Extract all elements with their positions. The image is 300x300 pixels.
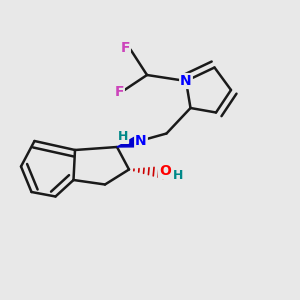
Text: O: O bbox=[159, 164, 171, 178]
Text: F: F bbox=[120, 41, 130, 55]
Text: H: H bbox=[118, 130, 128, 143]
Text: N: N bbox=[180, 74, 192, 88]
Text: H: H bbox=[173, 169, 183, 182]
Text: F: F bbox=[114, 85, 124, 98]
Text: N: N bbox=[135, 134, 147, 148]
Polygon shape bbox=[117, 135, 141, 147]
